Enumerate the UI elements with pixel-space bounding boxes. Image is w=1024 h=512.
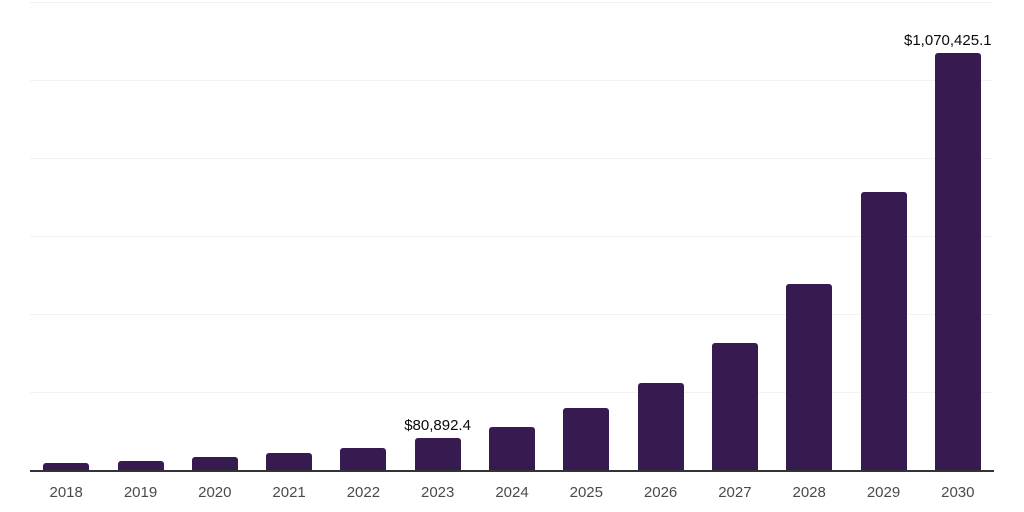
bar-2023 [414, 438, 461, 470]
gridline [30, 79, 992, 81]
gridline [30, 391, 992, 393]
bar-2028 [786, 283, 833, 470]
x-axis-line [30, 470, 994, 472]
x-tick-label-2030: 2030 [941, 484, 975, 501]
bar-2024 [489, 426, 535, 470]
value-label-2023: $80,892.4 [404, 417, 471, 435]
bar-2030 [934, 52, 981, 470]
gridline [30, 235, 992, 237]
bar-2026 [637, 382, 684, 470]
bar-2019 [117, 461, 164, 470]
bar-2021 [266, 453, 313, 470]
bar-2029 [860, 191, 907, 470]
bar-2020 [191, 456, 238, 470]
value-label-2030: $1,070,425.1 [904, 31, 992, 49]
x-tick-label-2018: 2018 [49, 484, 83, 501]
x-tick-label-2028: 2028 [792, 484, 826, 501]
gridline [30, 157, 992, 159]
x-tick-label-2021: 2021 [272, 484, 306, 501]
x-tick-label-2020: 2020 [198, 484, 232, 501]
bar-2025 [563, 408, 610, 470]
x-tick-label-2023: 2023 [421, 484, 455, 501]
x-tick-label-2025: 2025 [569, 484, 603, 501]
gridline [30, 313, 992, 315]
x-tick-label-2024: 2024 [495, 484, 529, 501]
x-tick-label-2029: 2029 [866, 484, 901, 501]
x-tick-label-2019: 2019 [123, 484, 158, 501]
bar-2027 [711, 343, 758, 470]
x-tick-label-2022: 2022 [346, 484, 381, 501]
bar-2022 [340, 448, 387, 470]
x-tick-label-2027: 2027 [718, 484, 752, 501]
bar-2018 [43, 462, 90, 470]
gridline [30, 1, 992, 3]
x-tick-label-2026: 2026 [643, 484, 678, 501]
